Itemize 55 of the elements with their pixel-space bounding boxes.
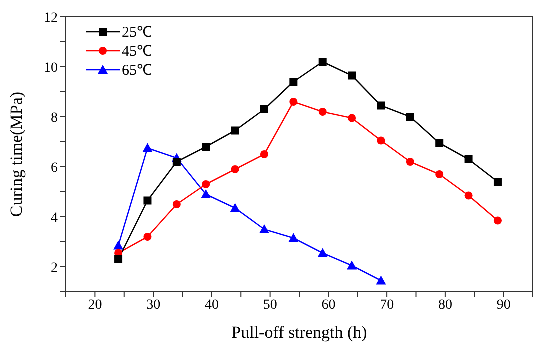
point: [377, 102, 386, 110]
y-axis-title: Curing time(MPa): [7, 92, 26, 218]
point: [202, 143, 210, 151]
point: [464, 156, 473, 164]
point: [464, 192, 473, 200]
point: [436, 170, 444, 178]
point: [259, 224, 270, 234]
point: [406, 113, 414, 121]
legend-label: 65℃: [122, 62, 152, 80]
point: [377, 136, 386, 145]
point: [347, 260, 358, 270]
point: [231, 126, 240, 135]
x-tick-label: 80: [438, 298, 452, 313]
legend-label: 45℃: [122, 43, 152, 61]
x-tick-label: 60: [322, 298, 336, 313]
point: [172, 200, 181, 208]
point: [494, 178, 502, 186]
point: [406, 158, 414, 166]
point: [201, 190, 212, 198]
point: [318, 58, 327, 66]
point: [436, 139, 444, 148]
point: [231, 166, 240, 174]
point: [114, 256, 123, 264]
point: [142, 143, 153, 152]
point: [144, 196, 152, 205]
point: [290, 78, 298, 86]
x-tick-label: 30: [146, 298, 161, 313]
x-tick-label: 20: [88, 298, 102, 313]
x-tick-label: 70: [380, 298, 394, 313]
y-tick-label: 2: [51, 260, 58, 276]
point: [144, 233, 152, 241]
point: [202, 180, 210, 188]
y-tick-label: 4: [51, 210, 58, 226]
y-tick-label: 12: [44, 10, 58, 26]
point: [260, 150, 268, 158]
x-axis-title: Pull-off strength (h): [232, 323, 368, 342]
point: [288, 233, 299, 242]
point: [114, 240, 124, 250]
y-tick-label: 6: [51, 160, 58, 176]
legend-label: 25℃: [122, 24, 152, 42]
point: [318, 248, 328, 258]
x-tick-label: 90: [496, 298, 511, 313]
point: [290, 98, 298, 106]
point: [376, 276, 386, 285]
point: [494, 216, 502, 225]
y-tick-label: 8: [51, 110, 58, 126]
y-tick-label: 10: [44, 60, 58, 76]
point: [230, 203, 240, 212]
x-tick-label: 40: [204, 298, 219, 313]
point: [318, 108, 327, 116]
point: [260, 106, 268, 114]
x-tick-label: 50: [263, 298, 278, 313]
point: [348, 114, 356, 122]
point: [172, 158, 181, 166]
point: [348, 72, 356, 80]
